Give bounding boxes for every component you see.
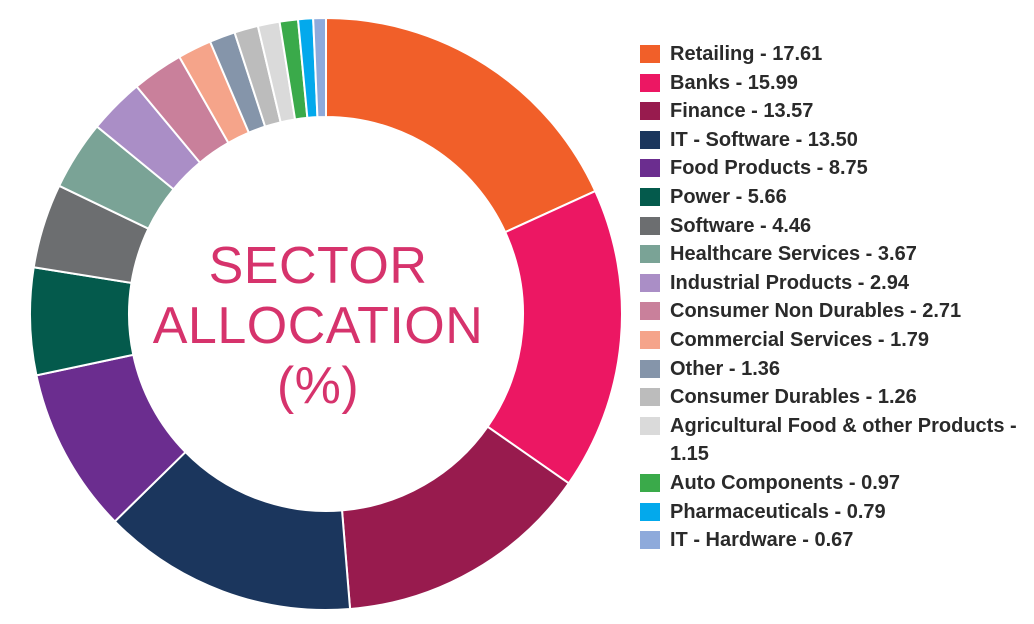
legend-swatch bbox=[640, 187, 660, 206]
legend-swatch bbox=[640, 302, 660, 321]
legend-swatch bbox=[640, 159, 660, 178]
legend-swatch bbox=[640, 273, 660, 292]
legend-item-power: Power - 5.66 bbox=[640, 183, 1030, 212]
legend-swatch bbox=[640, 531, 660, 550]
legend-item-it-software: IT - Software - 13.50 bbox=[640, 126, 1030, 155]
center-title-line-3: (%) bbox=[276, 357, 360, 415]
legend-label: Power - 5.66 bbox=[670, 185, 787, 208]
legend-swatch bbox=[640, 216, 660, 235]
legend-label: Retailing - 17.61 bbox=[670, 43, 823, 65]
legend-item-pharmaceuticals: Pharmaceuticals - 0.79 bbox=[640, 498, 1030, 527]
legend-label: Agricultural Food & other Products - 1.1… bbox=[670, 414, 1017, 466]
legend-item-other: Other - 1.36 bbox=[640, 355, 1030, 384]
slice-it-hardware bbox=[312, 16, 327, 119]
legend-swatch bbox=[640, 416, 660, 435]
legend-item-agricultural-food-other-products: Agricultural Food & other Products - 1.1… bbox=[640, 412, 1030, 469]
legend-item-consumer-non-durables: Consumer Non Durables - 2.71 bbox=[640, 297, 1030, 326]
legend-swatch bbox=[640, 73, 660, 92]
legend-swatch bbox=[640, 130, 660, 149]
legend-swatch bbox=[640, 388, 660, 407]
chart-center-title: SECTOR ALLOCATION (%) bbox=[128, 236, 508, 416]
legend-label: Food Products - 8.75 bbox=[670, 157, 868, 180]
legend-item-healthcare-services: Healthcare Services - 3.67 bbox=[640, 240, 1030, 269]
legend-item-industrial-products: Industrial Products - 2.94 bbox=[640, 269, 1030, 298]
legend-label: Commercial Services - 1.79 bbox=[670, 328, 930, 351]
legend-item-auto-components: Auto Components - 0.97 bbox=[640, 469, 1030, 498]
legend-label: Software - 4.46 bbox=[670, 214, 812, 237]
legend-swatch bbox=[640, 473, 660, 492]
center-title-line-2: ALLOCATION bbox=[152, 297, 484, 355]
legend-item-food-products: Food Products - 8.75 bbox=[640, 154, 1030, 183]
legend-swatch bbox=[640, 359, 660, 378]
legend-label: Banks - 15.99 bbox=[670, 71, 798, 94]
legend-item-retailing: Retailing - 17.61 bbox=[640, 40, 1030, 69]
legend-label: Industrial Products - 2.94 bbox=[670, 271, 909, 294]
legend-swatch bbox=[640, 502, 660, 521]
legend-label: Other - 1.36 bbox=[670, 357, 781, 380]
legend-item-commercial-services: Commercial Services - 1.79 bbox=[640, 326, 1030, 355]
legend-label: IT - Software - 13.50 bbox=[670, 128, 858, 151]
chart-legend: Retailing - 17.61 Banks - 15.99 Finance - … bbox=[640, 40, 1030, 555]
legend-item-consumer-durables: Consumer Durables - 1.26 bbox=[640, 383, 1030, 412]
legend-label: Pharmaceuticals - 0.79 bbox=[670, 500, 886, 523]
legend-swatch bbox=[640, 330, 660, 349]
legend-item-finance: Finance - 13.57 bbox=[640, 97, 1030, 126]
legend-label: Auto Components - 0.97 bbox=[670, 471, 901, 494]
legend-item-banks: Banks - 15.99 bbox=[640, 69, 1030, 98]
center-title-line-1: SECTOR bbox=[208, 237, 428, 295]
legend-item-it-hardware: IT - Hardware - 0.67 bbox=[640, 526, 1030, 555]
legend-swatch bbox=[640, 245, 660, 264]
legend-label: Consumer Non Durables - 2.71 bbox=[670, 300, 962, 323]
legend-label: Healthcare Services - 3.67 bbox=[670, 243, 917, 266]
legend-label: Consumer Durables - 1.26 bbox=[670, 386, 917, 409]
legend-item-software: Software - 4.46 bbox=[640, 212, 1030, 241]
legend-swatch bbox=[640, 45, 660, 63]
slice-retailing bbox=[325, 16, 597, 234]
legend-label: IT - Hardware - 0.67 bbox=[670, 529, 854, 552]
donut-chart bbox=[29, 16, 623, 611]
legend-label: Finance - 13.57 bbox=[670, 100, 814, 123]
legend-swatch bbox=[640, 102, 660, 121]
